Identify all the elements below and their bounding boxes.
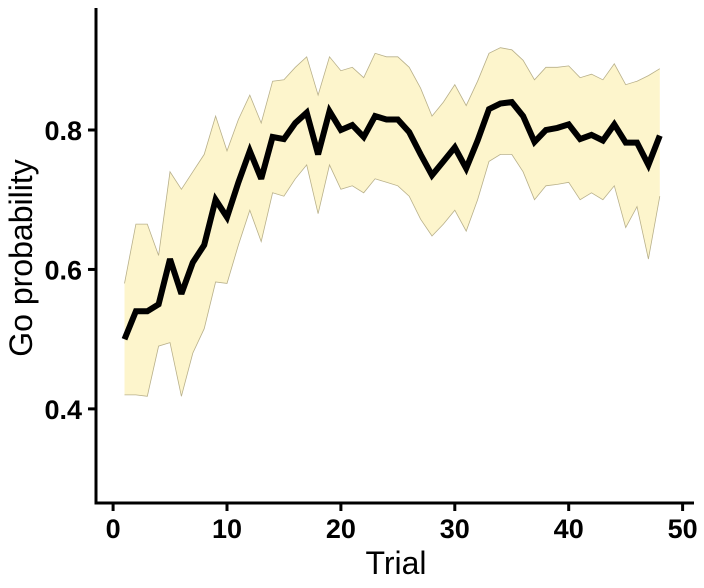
x-tick-label: 0 [106,514,121,544]
confidence-band [124,47,660,397]
y-tick-label: 0.8 [44,116,82,146]
x-tick-label: 10 [212,514,242,544]
y-ticks: 0.4 0.6 0.8 [44,116,96,425]
band-upper-edge [124,47,661,284]
x-ticks: 0 10 20 30 40 50 [106,503,698,544]
mean-line-layer [121,98,663,341]
mean-line [121,98,663,341]
x-tick-label: 20 [326,514,356,544]
band-lower-edge [124,153,661,397]
x-tick-label: 30 [440,514,470,544]
x-tick-label: 50 [668,514,698,544]
y-axis-label: Go probability [3,159,39,356]
y-tick-label: 0.6 [44,255,82,285]
y-tick-label: 0.4 [44,395,82,425]
confidence-band-layer [124,47,661,397]
axes [94,8,694,505]
x-tick-label: 40 [554,514,584,544]
x-axis-label: Trial [365,545,426,581]
